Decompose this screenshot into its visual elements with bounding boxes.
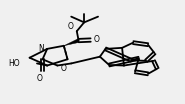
Text: O: O: [37, 74, 43, 83]
Text: N: N: [38, 44, 44, 53]
Text: O: O: [61, 64, 67, 73]
Text: HO: HO: [8, 59, 20, 68]
Text: O: O: [67, 22, 73, 31]
Text: O: O: [93, 35, 99, 44]
Polygon shape: [64, 39, 79, 46]
